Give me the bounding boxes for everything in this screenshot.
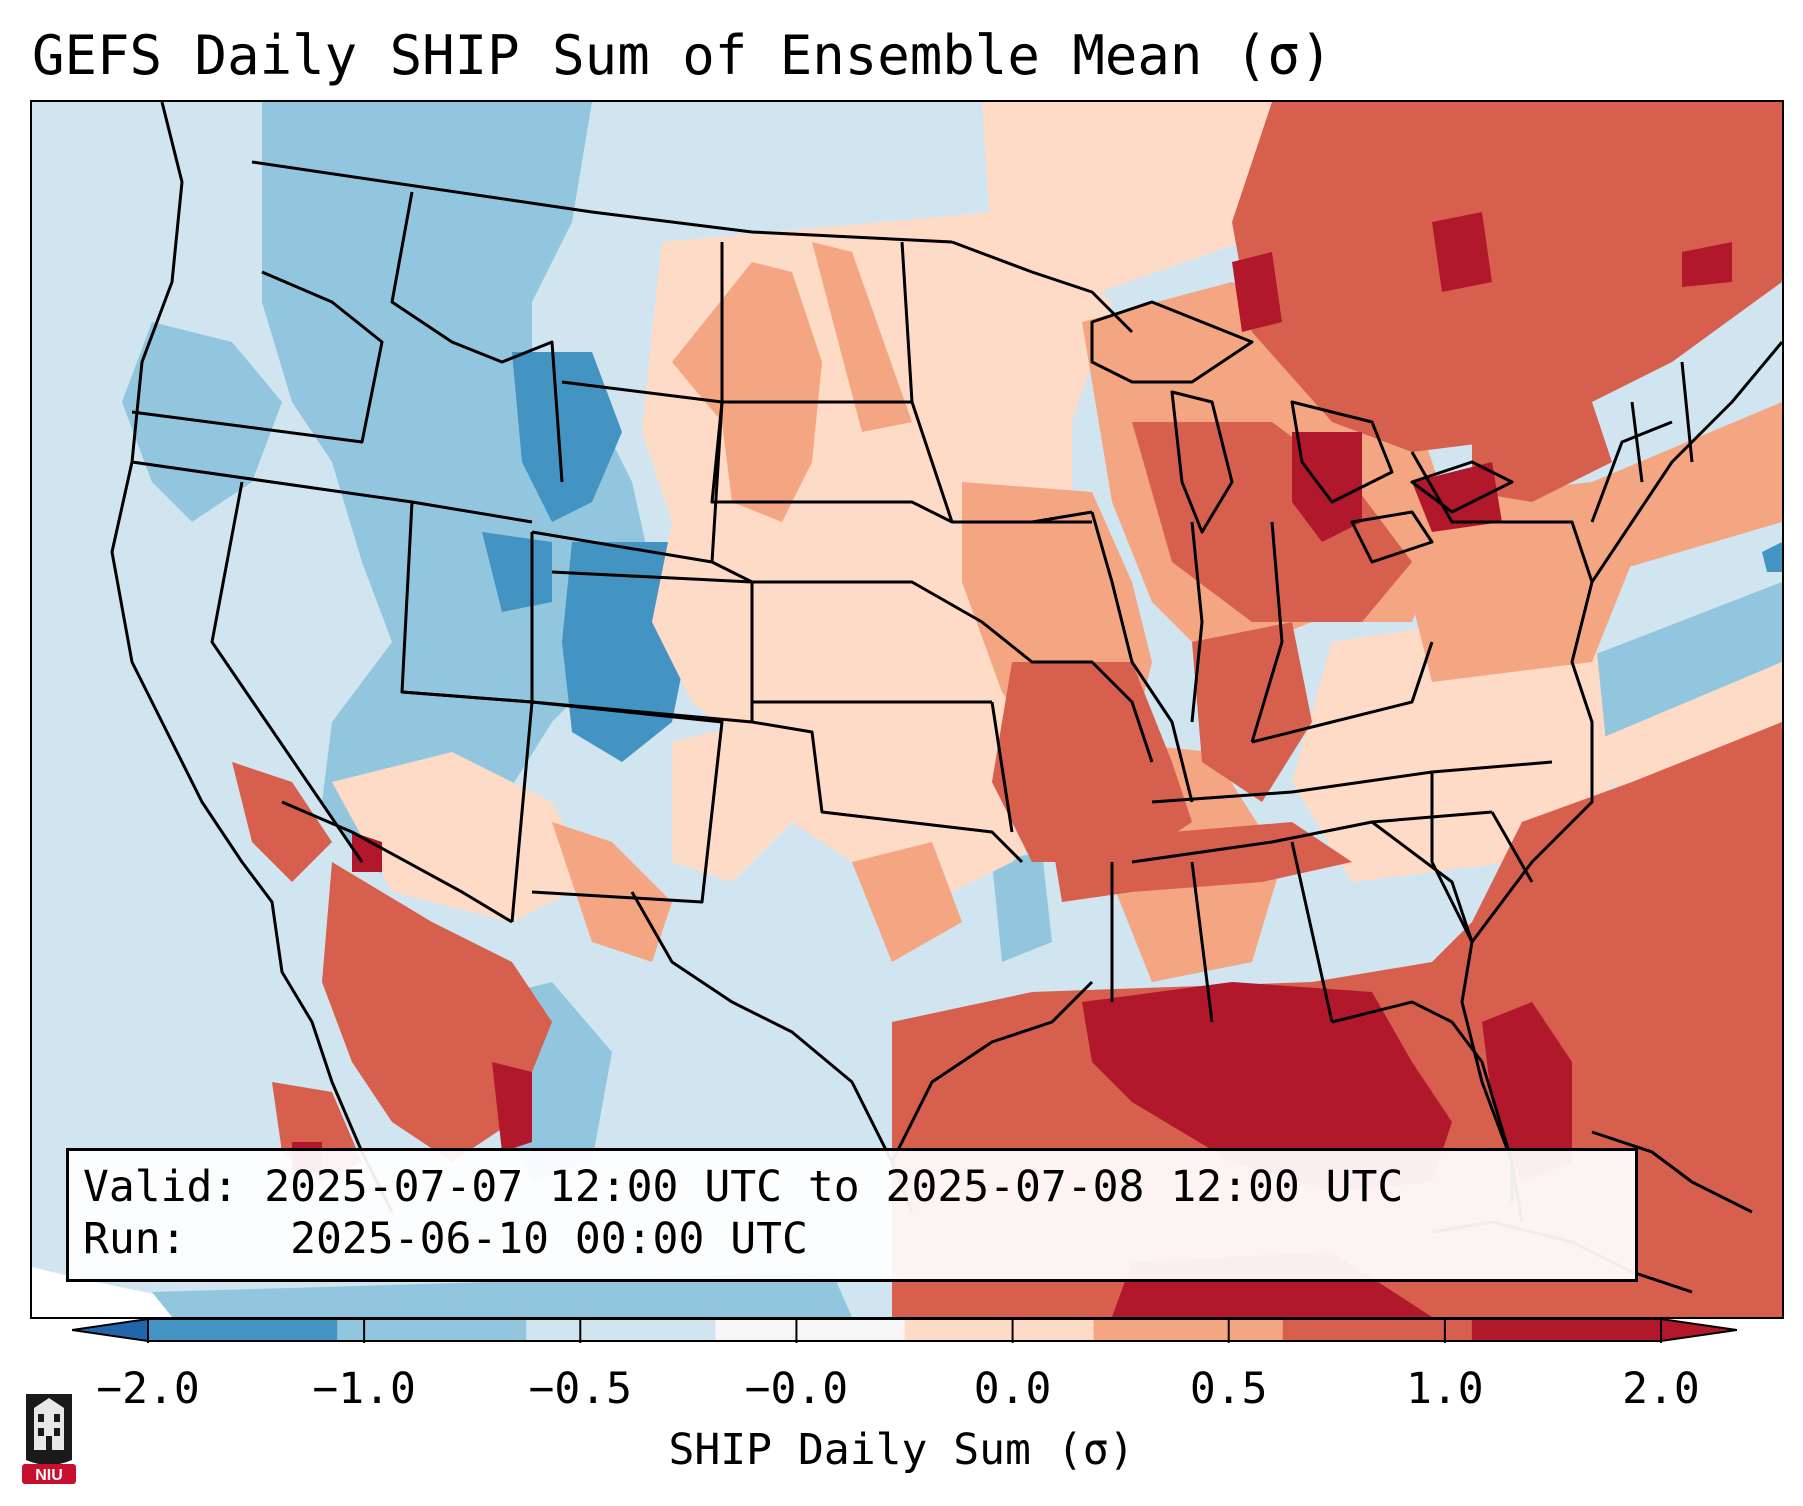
colorbar-extend-high <box>1660 1317 1737 1343</box>
run-line: Run: 2025-06-10 00:00 UTC <box>83 1213 808 1265</box>
colorbar-segment <box>148 1319 338 1341</box>
niu-logo: NIU <box>22 1394 76 1484</box>
colorbar-segment <box>337 1319 527 1341</box>
colorbar-tick-label: −1.0 <box>312 1364 416 1414</box>
colorbar-segment <box>1093 1319 1284 1341</box>
field-extreme-positive <box>292 212 1732 1317</box>
colorbar-tick-label: 0.0 <box>973 1364 1052 1414</box>
colorbar-tick-label: −0.5 <box>528 1364 633 1414</box>
colorbar-tick-label: 1.0 <box>1406 1364 1484 1414</box>
colorbar-segment <box>904 1319 1095 1341</box>
run-label: Run: <box>83 1214 187 1264</box>
map-title: GEFS Daily SHIP Sum of Ensemble Mean (σ) <box>32 24 1333 87</box>
run-value: 2025-06-10 00:00 UTC <box>290 1214 808 1264</box>
colorbar-tick-label: −2.0 <box>96 1364 200 1414</box>
colorbar <box>72 1317 1737 1343</box>
colorbar-segment <box>715 1319 905 1341</box>
valid-line: Valid: 2025-07-07 12:00 UTC to 2025-07-0… <box>83 1161 1403 1213</box>
colorbar-tick-label: 0.5 <box>1189 1364 1268 1414</box>
map-panel <box>30 100 1784 1319</box>
valid-value: 2025-07-07 12:00 UTC to 2025-07-08 12:00… <box>264 1162 1404 1212</box>
colorbar-segments <box>147 1318 1662 1343</box>
colorbar-label: SHIP Daily Sum (σ) <box>668 1425 1135 1475</box>
colorbar-segment <box>526 1319 716 1341</box>
logo-text: NIU <box>35 1467 63 1484</box>
info-box: Valid: 2025-07-07 12:00 UTC to 2025-07-0… <box>66 1148 1638 1282</box>
anomaly-map <box>32 102 1782 1317</box>
colorbar-tick-label: −0.0 <box>744 1364 849 1414</box>
colorbar-extend-low <box>72 1317 149 1343</box>
colorbar-segment <box>1471 1319 1662 1341</box>
colorbar-segment <box>1282 1319 1473 1341</box>
projection-edge-left <box>32 1267 292 1317</box>
valid-label: Valid: <box>83 1162 239 1212</box>
colorbar-tick-label: 2.0 <box>1622 1364 1700 1414</box>
